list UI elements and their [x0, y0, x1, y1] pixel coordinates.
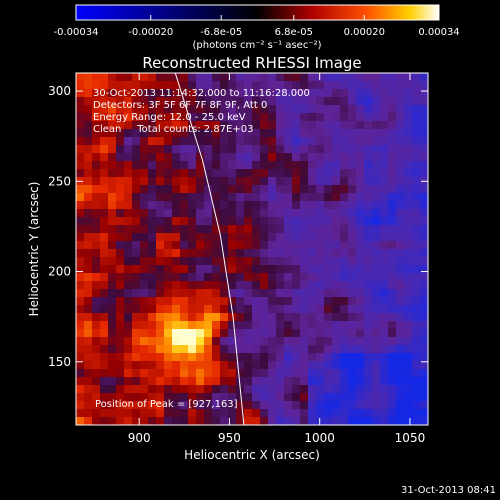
- y-axis-label: Heliocentric Y (arcsec): [27, 182, 41, 317]
- solar-limb-curve: [174, 72, 245, 426]
- y-tick-label: 150: [48, 355, 71, 369]
- colorbar-tick-label: -0.00020: [128, 27, 173, 38]
- colorbar-tick-label: 0.00020: [344, 27, 385, 38]
- colorbar-tick-label: -0.00034: [54, 27, 99, 38]
- colorbar: [75, 4, 440, 21]
- heatmap: [76, 73, 428, 425]
- colorbar-ticks: -0.00034 -0.00020 -6.8e-05 6.8e-05 0.00020 0.…: [54, 15, 460, 38]
- colorbar-unit-label: (photons cm⁻² s⁻¹ asec⁻²): [192, 40, 321, 51]
- timestamp: 31-Oct-2013 08:41: [401, 485, 496, 496]
- colorbar-tick-label: 0.00034: [418, 27, 459, 38]
- colorbar-tick-label: -6.8e-05: [200, 27, 242, 38]
- x-axis-label: Heliocentric X (arcsec): [184, 448, 320, 462]
- axis-ticks: 900 950 1000 1050 150 200 250 300: [48, 73, 428, 445]
- chart-title: Reconstructed RHESSI Image: [142, 54, 361, 72]
- y-tick-label: 200: [48, 265, 71, 279]
- x-tick-label: 1050: [395, 431, 426, 445]
- y-tick-label: 300: [48, 84, 71, 98]
- x-tick-label: 900: [128, 431, 151, 445]
- colorbar-tick-label: 6.8e-05: [275, 27, 313, 38]
- plot-frame: [75, 72, 429, 426]
- y-tick-label: 250: [48, 174, 71, 188]
- annotation-energy: Energy Range: 12.0 - 25.0 keV: [93, 112, 246, 123]
- annotation-clean-counts: Clean Total counts: 2.87E+03: [93, 124, 253, 135]
- x-tick-label: 1000: [304, 431, 335, 445]
- annotation-time: 30-Oct-2013 11:14:32.000 to 11:16:28.000: [93, 88, 310, 99]
- annotation-detectors: Detectors: 3F 5F 6F 7F 8F 9F, Att 0: [93, 100, 267, 111]
- peak-position-label: Position of Peak = [927,163]: [95, 399, 238, 410]
- x-tick-label: 950: [218, 431, 241, 445]
